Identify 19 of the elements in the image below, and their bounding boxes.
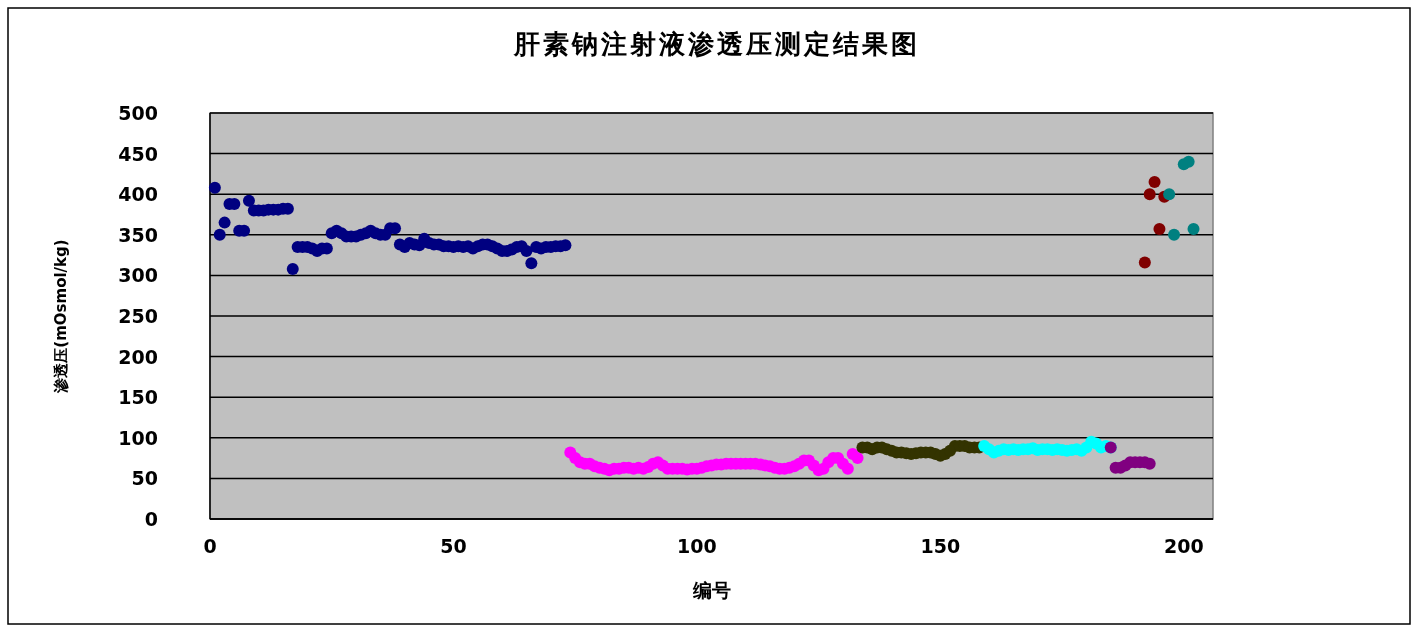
x-axis-title: 编号 bbox=[691, 579, 731, 601]
y-tick-label: 350 bbox=[118, 223, 158, 246]
y-tick-label: 0 bbox=[144, 508, 158, 530]
chart-title: 肝素钠注射液渗透压测定结果图 bbox=[512, 29, 920, 59]
y-tick-label: 300 bbox=[118, 264, 158, 287]
x-tick-label: 50 bbox=[440, 535, 467, 557]
y-tick-label: 100 bbox=[118, 426, 158, 449]
x-tick-label: 100 bbox=[677, 535, 717, 557]
y-tick-label: 450 bbox=[118, 142, 158, 165]
y-tick-label: 250 bbox=[118, 305, 158, 327]
y-tick-label: 400 bbox=[118, 183, 158, 206]
y-axis-title: 渗透压(mOsmol/kg) bbox=[52, 239, 70, 394]
y-tick-label: 500 bbox=[118, 102, 158, 124]
y-tick-label: 150 bbox=[118, 386, 158, 409]
y-tick-label: 200 bbox=[118, 345, 158, 368]
y-tick-label: 50 bbox=[131, 467, 158, 490]
x-tick-label: 200 bbox=[1163, 535, 1204, 557]
x-tick-label: 150 bbox=[920, 535, 961, 557]
x-tick-label: 0 bbox=[203, 535, 217, 557]
